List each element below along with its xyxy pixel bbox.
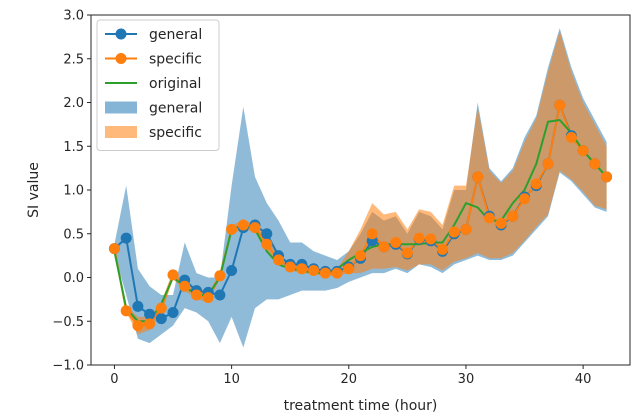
point-specific-34: [507, 210, 519, 222]
x-tick-label: 10: [223, 372, 240, 387]
point-specific-9: [214, 270, 226, 282]
point-general-2: [132, 300, 144, 312]
point-specific-2: [132, 320, 144, 332]
point-specific-8: [202, 292, 214, 304]
point-general-4: [155, 313, 167, 325]
point-specific-38: [554, 99, 566, 111]
point-specific-37: [542, 158, 554, 170]
point-specific-3: [144, 318, 156, 330]
point-general-10: [226, 265, 238, 276]
legend-label-3: general: [149, 101, 202, 117]
point-specific-42: [601, 171, 613, 183]
x-tick-label: 40: [575, 372, 592, 387]
point-general-3: [144, 308, 156, 320]
point-specific-39: [565, 132, 577, 143]
x-tick-label: 30: [458, 372, 475, 387]
point-general-1: [120, 232, 132, 244]
point-specific-1: [120, 305, 132, 317]
point-specific-15: [284, 261, 296, 273]
legend-swatch-3: [105, 101, 137, 114]
legend: general specific original general specific: [96, 19, 220, 151]
point-specific-22: [366, 228, 378, 240]
point-specific-36: [530, 178, 542, 190]
y-axis-ticks: −1.0 −0.5 0.0 0.5 1.0 1.5 2.0 2.5 3.0: [52, 9, 91, 374]
point-specific-16: [296, 263, 308, 275]
y-tick-label: 2.0: [63, 96, 84, 111]
x-axis-ticks: 0 10 20 30 40: [110, 365, 591, 387]
point-specific-4: [155, 302, 167, 314]
series-markers: [108, 99, 613, 332]
point-specific-31: [472, 171, 484, 183]
point-general-9: [214, 289, 226, 301]
x-axis-label: treatment time (hour): [284, 398, 438, 414]
point-general-5: [167, 307, 179, 318]
point-specific-28: [437, 244, 448, 255]
y-tick-label: 3.0: [63, 9, 84, 24]
point-specific-35: [519, 193, 530, 205]
point-specific-21: [355, 250, 366, 262]
point-specific-24: [390, 237, 402, 248]
legend-label-0: general: [149, 27, 202, 43]
point-specific-14: [273, 254, 284, 266]
point-specific-11: [237, 219, 249, 231]
point-specific-26: [413, 232, 425, 244]
y-axis-label: SI value: [26, 162, 42, 218]
point-specific-19: [331, 267, 343, 279]
y-tick-label: 0.0: [63, 271, 84, 286]
y-tick-label: 1.5: [63, 140, 84, 155]
point-specific-32: [483, 212, 495, 224]
legend-swatch-4: [105, 126, 137, 138]
point-specific-6: [179, 280, 191, 292]
point-general-13: [261, 228, 273, 240]
point-specific-33: [495, 217, 507, 229]
point-specific-7: [191, 289, 202, 301]
legend-label-2: original: [149, 76, 201, 92]
point-specific-0: [108, 243, 120, 255]
legend-box: [96, 19, 220, 151]
point-specific-12: [249, 222, 261, 234]
point-specific-13: [261, 238, 273, 250]
legend-label-1: specific: [149, 52, 202, 68]
legend-label-4: specific: [149, 125, 202, 141]
x-tick-label: 0: [110, 372, 118, 387]
y-tick-label: 1.0: [63, 184, 84, 199]
point-specific-10: [226, 223, 238, 235]
point-specific-17: [308, 265, 320, 276]
point-specific-29: [448, 226, 460, 238]
point-specific-40: [577, 145, 589, 157]
y-tick-label: −1.0: [52, 359, 84, 374]
legend-marker-1: [115, 53, 127, 64]
point-specific-18: [319, 267, 331, 279]
legend-marker-0: [115, 28, 127, 40]
point-specific-25: [401, 247, 413, 259]
y-tick-label: 2.5: [63, 52, 84, 67]
point-specific-5: [167, 269, 179, 281]
point-specific-20: [343, 263, 355, 275]
y-tick-label: −0.5: [52, 315, 84, 330]
x-tick-label: 20: [341, 372, 358, 387]
y-tick-label: 0.5: [63, 227, 84, 242]
point-specific-30: [460, 223, 472, 235]
point-specific-41: [589, 158, 601, 170]
point-specific-27: [425, 233, 437, 245]
point-specific-23: [378, 241, 390, 253]
band-general-3: [114, 28, 607, 348]
